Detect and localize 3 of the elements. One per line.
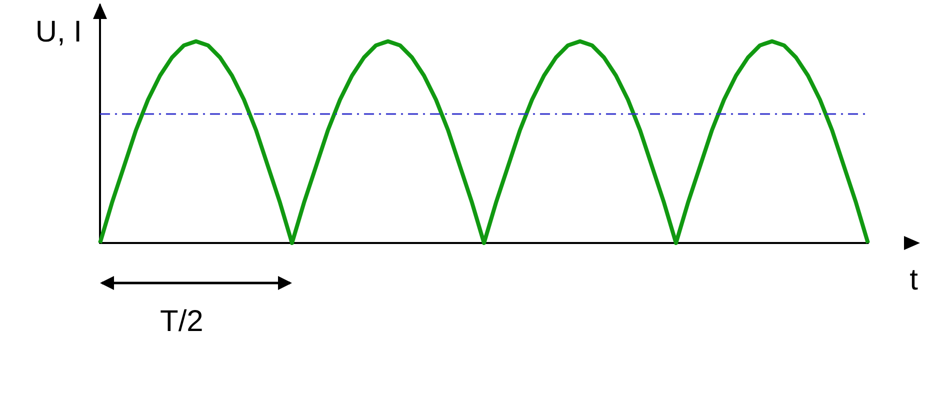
text: T/2 [160,305,204,339]
y-axis-title: U, I [35,16,82,48]
x-axis-title: t [910,264,919,296]
